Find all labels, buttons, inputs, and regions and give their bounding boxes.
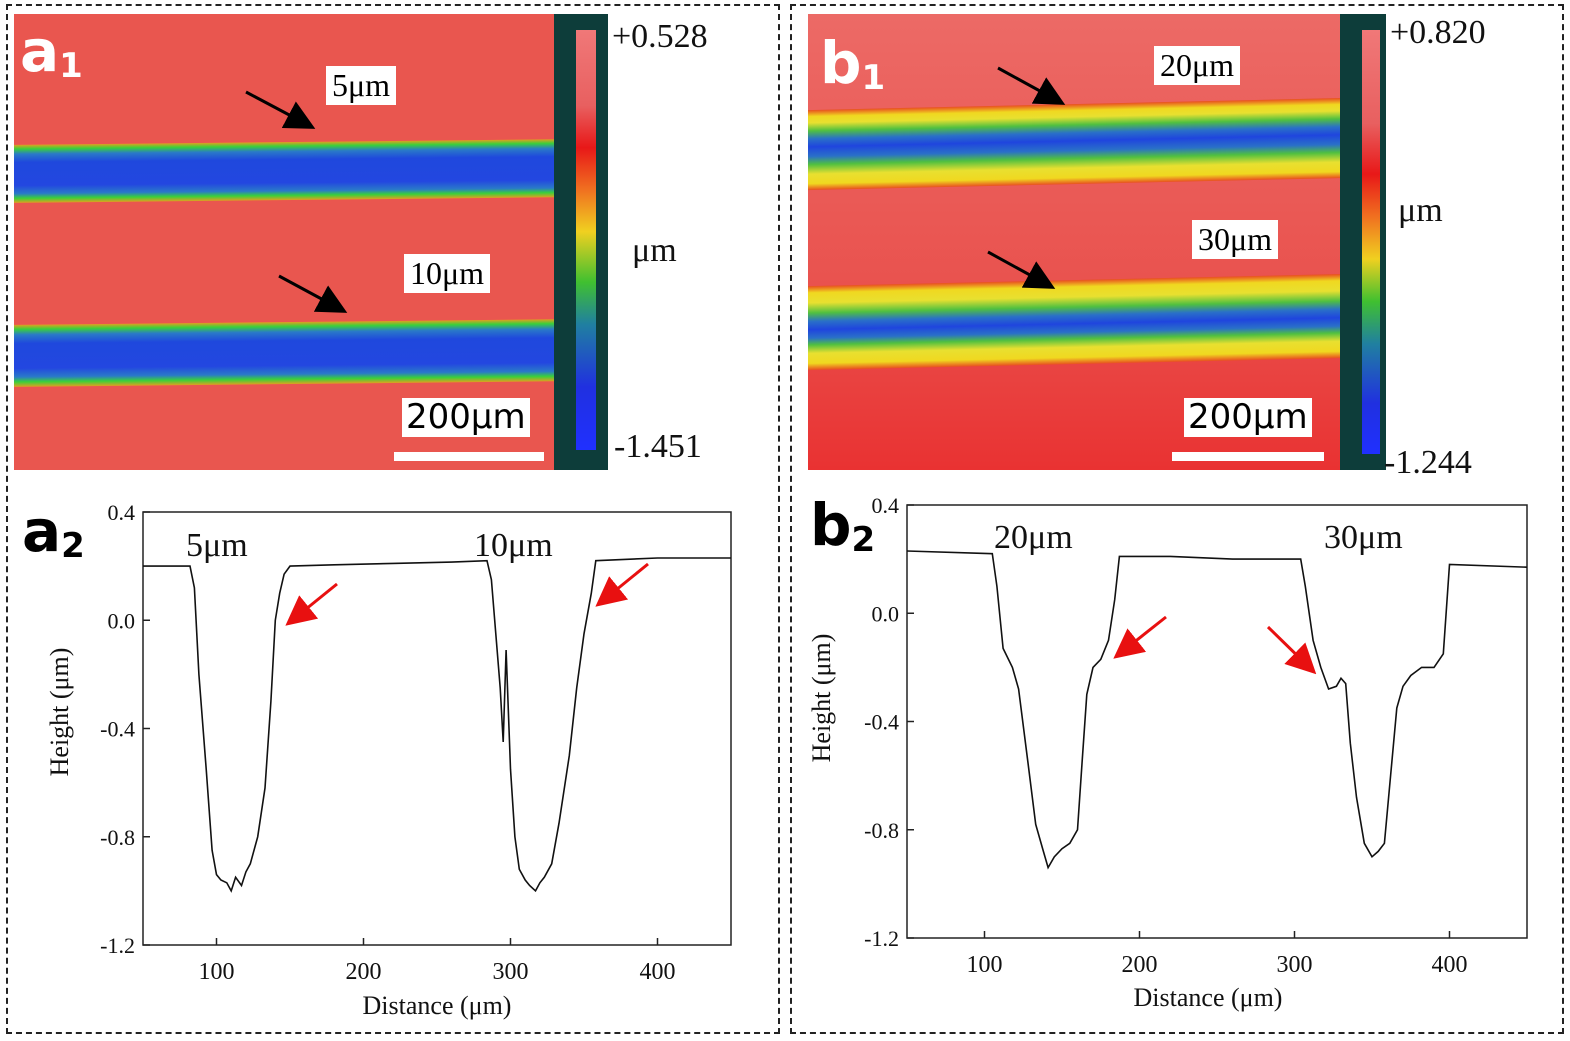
arrow-icon [997,66,1066,105]
colorbar-min-label: -1.244 [1384,444,1472,481]
line-label-5um: 5μm [326,66,397,106]
y-tick-label: -0.4 [100,717,135,742]
red-arrow-icon [285,582,338,626]
x-axis-label: Distance (μm) [363,991,512,1020]
red-arrow-icon [595,562,649,607]
y-tick-label: -0.4 [864,710,899,735]
panel-b-frame [790,4,1564,1034]
panel-a-colorbar [576,30,596,450]
line-label-10um: 10μm [404,254,491,294]
y-tick-label: -0.8 [864,818,899,843]
x-tick-label: 300 [493,959,529,985]
y-tick-label: 0.0 [872,601,900,626]
y-tick-label: -1.2 [864,926,899,951]
x-tick-label: 400 [1432,952,1468,978]
scale-bar-label: 200μm [1184,397,1312,438]
y-tick-label: 0.0 [108,608,136,633]
panel-a-height-map: a1 5μm 10μm 200μm [14,14,554,470]
panel-a-profile-chart: 0.4 0.0 -0.4 -0.8 -1.2 100 200 300 400 5μm 10μm… [45,500,732,1020]
x-tick-label: 300 [1277,952,1313,978]
plot-frame [906,504,1528,939]
red-arrow-icon [1113,615,1167,659]
x-axis-label: Distance (μm) [1134,983,1283,1012]
panel-a1-label: a1 [20,17,83,86]
y-axis-label: Height (μm) [45,648,74,777]
y-axis-label: Height (μm) [807,634,836,763]
colorbar-max-label: +0.528 [612,18,708,55]
x-tick-label: 200 [1122,952,1158,978]
x-tick-label: 100 [199,959,235,985]
colorbar-max-label: +0.820 [1390,14,1486,51]
red-arrow-icon [1266,625,1317,675]
y-tick-label: -1.2 [100,933,135,958]
x-tick-label: 200 [346,959,382,985]
arrow-icon [278,274,348,313]
profile-line [143,557,731,893]
colorbar-unit-label: μm [632,232,677,269]
line-label-30um: 30μm [1192,220,1279,260]
plot-annotation-10um: 10μm [474,527,553,564]
plot-annotation-30um: 30μm [1324,519,1403,556]
scale-bar [394,452,544,461]
arrow-icon [987,250,1056,289]
panel-a-frame [6,4,780,1034]
panel-b-map-arrows [987,66,1066,289]
chart-axes [142,511,732,946]
y-tick-label: 0.4 [108,500,136,525]
scale-bar [1172,452,1324,461]
y-tick-label: 0.4 [872,493,900,518]
x-tick-label: 100 [967,952,1003,978]
panel-a-map-arrows [245,90,348,313]
plot-frame [142,511,732,946]
y-tick-label: -0.8 [100,825,135,850]
colorbar-unit-label: μm [1398,192,1443,229]
line-label-20um: 20μm [1154,46,1241,86]
panel-b-colorbar [1362,30,1380,454]
chart-axes [906,504,1528,939]
arrow-icon [245,90,316,129]
scale-bar-label: 200μm [402,397,530,438]
panel-b2-label: b2 [810,491,876,560]
profile-line [906,550,1528,870]
plot-annotation-5um: 5μm [186,527,248,564]
panel-a2-label: a2 [22,497,85,566]
panel-b-height-map: b1 20μm 30μm 200μm [808,14,1340,470]
panel-b-profile-chart: 0.4 0.0 -0.4 -0.8 -1.2 100 200 300 400 20μm 30μ… [807,493,1528,1012]
panel-b1-label: b1 [820,29,886,98]
colorbar-min-label: -1.451 [614,428,702,465]
x-tick-label: 400 [640,959,676,985]
plot-annotation-20um: 20μm [994,519,1073,556]
